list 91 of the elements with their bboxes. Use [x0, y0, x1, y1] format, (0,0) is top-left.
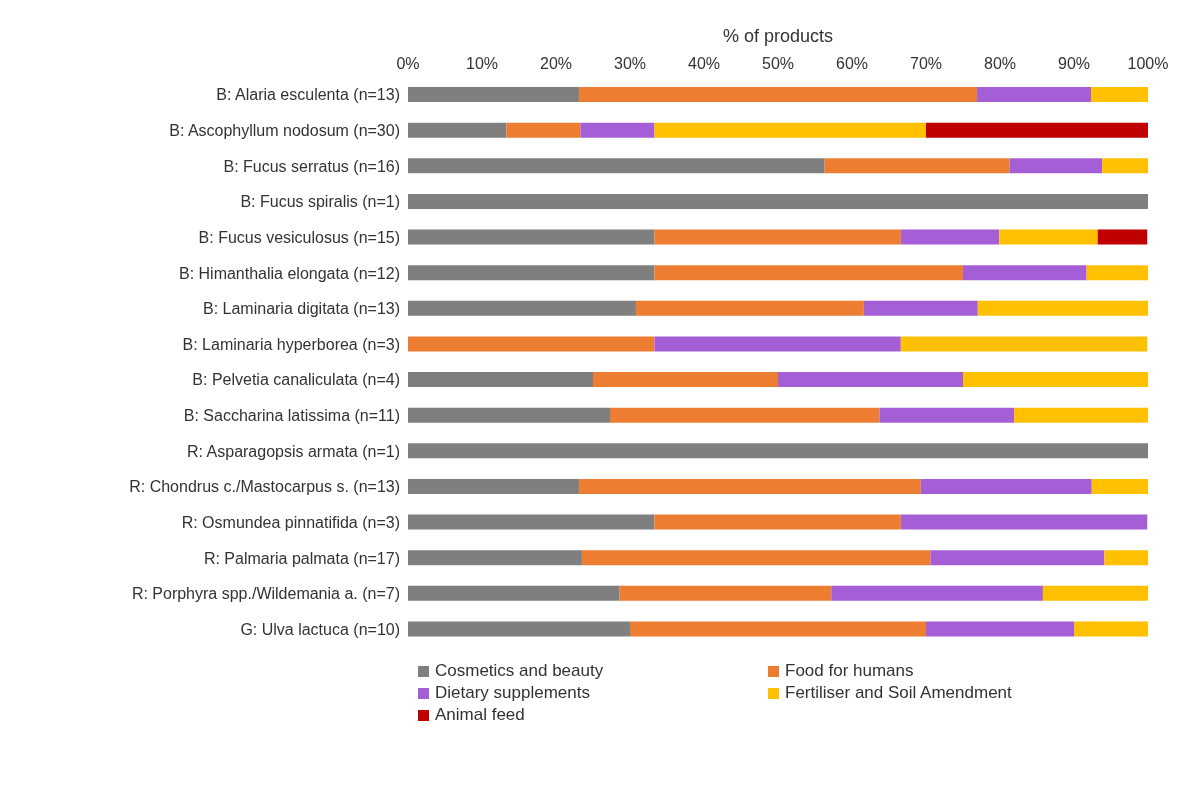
bar [610, 407, 880, 423]
bar [635, 300, 864, 316]
x-tick-label: 50% [761, 55, 795, 72]
bar [408, 158, 825, 174]
x-tick-label: 0% [396, 55, 420, 72]
bar [930, 550, 1105, 566]
y-tick-label: B: Ascophyllum nodosum (n=30) [169, 122, 400, 140]
bar [654, 336, 901, 352]
bar [1097, 229, 1148, 245]
bar [926, 122, 1148, 138]
x-axis-title: % of products [721, 26, 835, 47]
bar [926, 621, 1074, 637]
bar [1009, 158, 1103, 174]
bar [1086, 265, 1148, 281]
legend-label: Fertiliser and Soil Amendment [785, 683, 1012, 703]
y-tick-label: B: Pelvetia canaliculata (n=4) [192, 371, 400, 389]
bar [654, 229, 901, 245]
y-tick-label: R: Palmaria palmata (n=17) [203, 549, 400, 567]
bar [408, 514, 655, 530]
bar [900, 514, 1148, 530]
bar [408, 407, 611, 423]
x-tick-label: 20% [539, 55, 573, 72]
y-tick-label: B: Laminaria digitata (n=13) [203, 300, 400, 318]
y-tick-label: R: Porphyra spp./Wildemania a. (n=7) [131, 585, 400, 603]
bar [900, 229, 1000, 245]
bar [408, 87, 579, 102]
bar [408, 550, 582, 566]
legend-label: Food for humans [785, 661, 914, 681]
legend-label: Dietary supplements [435, 683, 590, 703]
bar [654, 122, 926, 138]
bar [408, 193, 1148, 209]
bar [654, 514, 901, 530]
bar [778, 372, 963, 387]
bar [977, 300, 1148, 316]
bar [831, 585, 1043, 601]
y-tick-label: B: Saccharina latissima (n=11) [183, 407, 400, 425]
bar [1091, 87, 1148, 102]
bar [408, 300, 636, 316]
x-tick-label: 40% [687, 55, 721, 72]
y-tick-label: B: Himanthalia elongata (n=12) [178, 264, 400, 282]
y-tick-label: B: Alaria esculenta (n=13) [216, 86, 400, 104]
x-tick-label: 70% [909, 55, 943, 72]
y-tick-label: B: Fucus spiralis (n=1) [240, 193, 400, 211]
x-tick-label: 100% [1127, 55, 1169, 72]
bar [593, 372, 778, 387]
bar [1074, 621, 1148, 637]
bar [408, 621, 630, 637]
bar [619, 585, 832, 601]
y-tick-label: B: Fucus vesiculosus (n=15) [198, 228, 400, 246]
bar [977, 87, 1092, 102]
bar [879, 407, 1015, 423]
y-tick-label: R: Chondrus c./Mastocarpus s. (n=13) [129, 478, 400, 496]
bar [581, 550, 931, 566]
bar [1102, 158, 1148, 174]
bar [408, 478, 579, 494]
bar [1104, 550, 1148, 566]
bar [408, 336, 655, 352]
bar [408, 372, 593, 387]
bar [408, 122, 507, 138]
y-tick-label: B: Fucus serratus (n=16) [223, 157, 400, 175]
bar [580, 122, 655, 138]
legend-label: Animal feed [435, 705, 525, 725]
bar [999, 229, 1098, 245]
bar [408, 229, 655, 245]
bar [863, 300, 978, 316]
x-tick-label: 80% [983, 55, 1017, 72]
bar [408, 585, 620, 601]
bar [578, 87, 978, 102]
y-tick-label: G: Ulva lactuca (n=10) [240, 620, 400, 638]
bar [630, 621, 926, 637]
bar [824, 158, 1010, 174]
y-tick-label: R: Osmundea pinnatifida (n=3) [181, 513, 400, 531]
bar [900, 336, 1148, 352]
bar [654, 265, 963, 281]
x-tick-label: 30% [613, 55, 647, 72]
bar [506, 122, 581, 138]
bar [963, 265, 1087, 281]
y-tick-label: R: Asparagopsis armata (n=1) [187, 442, 400, 460]
bar [578, 478, 921, 494]
bar [1091, 478, 1148, 494]
x-tick-label: 90% [1057, 55, 1091, 72]
legend-label: Cosmetics and beauty [435, 661, 604, 681]
bar [963, 372, 1148, 387]
x-tick-label: 10% [465, 55, 499, 72]
bar [408, 443, 1148, 459]
bar [408, 265, 655, 281]
y-tick-label: B: Laminaria hyperborea (n=3) [182, 335, 400, 353]
bar [1014, 407, 1148, 423]
x-tick-label: 60% [835, 55, 869, 72]
bar [920, 478, 1092, 494]
bar [1042, 585, 1148, 601]
